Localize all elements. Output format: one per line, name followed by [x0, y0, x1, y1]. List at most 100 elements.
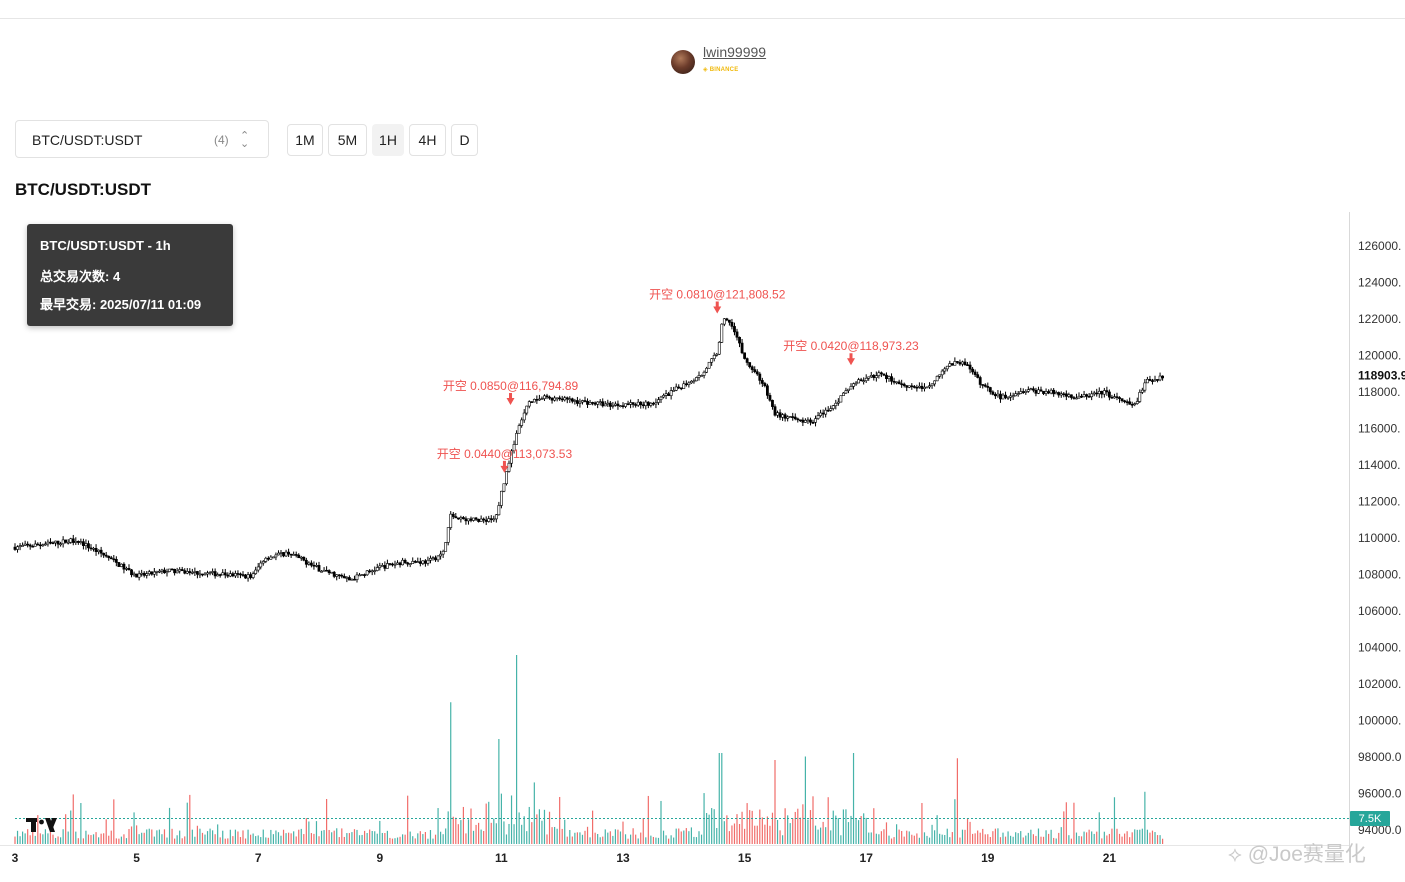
- volume-bar: [206, 831, 209, 844]
- candle-body: [87, 543, 90, 549]
- volume-bar: [153, 836, 155, 844]
- candle-body: [1143, 382, 1147, 391]
- volume-bar: [447, 811, 449, 844]
- volume-bar: [662, 830, 665, 844]
- candle-body: [948, 363, 952, 367]
- candle-body: [786, 416, 790, 419]
- candlestick-chart[interactable]: 开空 0.0440@113,073.53 开空 0.0850@116,794.89…: [0, 212, 1405, 882]
- candle-body: [320, 570, 323, 573]
- volume-bar: [809, 810, 812, 844]
- volume-bar: [343, 836, 345, 844]
- timeframe-button-5m[interactable]: 5M: [328, 124, 367, 156]
- timeframe-button-1m[interactable]: 1M: [287, 124, 323, 156]
- candle-body: [983, 384, 987, 387]
- candle-body: [1110, 396, 1114, 399]
- volume-bar: [896, 824, 898, 844]
- candle-body: [1130, 403, 1134, 406]
- volume-bar: [972, 833, 974, 844]
- candle-body: [1113, 396, 1116, 399]
- candle-body: [613, 403, 617, 406]
- timeframe-button-d[interactable]: D: [451, 124, 478, 156]
- candle-body: [373, 570, 377, 572]
- binance-logo-icon: ◈: [703, 67, 710, 73]
- volume-bar: [624, 834, 627, 844]
- candle-body: [46, 541, 50, 545]
- volume-bar: [326, 798, 328, 844]
- candle-body: [127, 568, 131, 571]
- volume-bar: [1073, 802, 1075, 844]
- volume-bar: [293, 831, 295, 844]
- volume-bar: [87, 834, 90, 844]
- candle-body: [99, 549, 103, 554]
- volume-bar: [70, 810, 72, 844]
- candle-body: [755, 371, 759, 375]
- candle-body: [1123, 400, 1127, 403]
- candle-body: [158, 570, 161, 573]
- volume-bar: [921, 803, 923, 844]
- candle-body: [170, 568, 174, 571]
- candle-body: [56, 540, 60, 545]
- tradingview-logo-icon[interactable]: [26, 816, 58, 834]
- volume-bar: [445, 828, 447, 844]
- candle-body: [1092, 392, 1096, 395]
- volume-bar: [842, 809, 844, 844]
- price-axis-tick-label: 116000.: [1358, 422, 1401, 436]
- candle-body: [841, 392, 845, 396]
- volume-badge-bg: [1350, 811, 1390, 826]
- timeframe-button-4h[interactable]: 4H: [409, 124, 446, 156]
- volume-bar: [467, 819, 470, 844]
- candle-body: [426, 559, 430, 564]
- trade-marker-label: 开空 0.0810@121,808.52: [649, 287, 786, 301]
- candle-body: [502, 483, 506, 492]
- volume-bar: [242, 830, 244, 844]
- candle-body: [365, 570, 369, 576]
- candle-body: [758, 373, 762, 381]
- volume-bar: [146, 829, 148, 844]
- candle-body: [467, 518, 470, 522]
- volume-bar: [928, 837, 931, 844]
- candle-body: [421, 560, 425, 564]
- time-axis-tick-label: 9: [376, 851, 383, 865]
- candle-body: [522, 412, 526, 421]
- volume-bar: [804, 756, 806, 844]
- username-link[interactable]: lwin99999: [703, 44, 767, 60]
- time-axis-tick-label: 17: [860, 851, 874, 865]
- volume-bar: [597, 833, 599, 844]
- volume-bar: [731, 825, 733, 844]
- candle-body: [1138, 391, 1142, 402]
- volume-bar: [665, 835, 667, 844]
- price-axis-tick-label: 118000.: [1358, 385, 1401, 399]
- candle-body: [347, 577, 351, 581]
- volume-bar: [374, 831, 376, 844]
- volume-bar: [295, 836, 297, 844]
- volume-bar: [103, 833, 105, 844]
- candle-body: [748, 362, 752, 368]
- candle-body: [950, 363, 954, 366]
- candle-body: [1001, 394, 1005, 400]
- volume-bar: [1096, 831, 1098, 844]
- timeframe-button-1h[interactable]: 1H: [372, 124, 404, 156]
- volume-bar: [1010, 835, 1012, 844]
- volume-bar: [158, 829, 160, 844]
- symbol-select[interactable]: BTC/USDT:USDT (4) ⌃ ⌄: [15, 120, 269, 158]
- volume-bar: [214, 834, 216, 844]
- volume-bar: [678, 828, 680, 844]
- volume-bar: [143, 832, 145, 844]
- candle-body: [829, 408, 833, 411]
- candle-body: [353, 578, 356, 581]
- candle-body: [844, 390, 848, 394]
- candle-body: [760, 380, 764, 384]
- candle-body: [403, 559, 407, 564]
- candle-body: [771, 399, 774, 407]
- candle-body: [312, 564, 316, 567]
- candle-body: [537, 398, 541, 401]
- volume-bar: [880, 831, 882, 844]
- candle-body: [370, 570, 374, 573]
- avatar[interactable]: [671, 50, 695, 74]
- volume-bar: [455, 817, 457, 844]
- candle-body: [692, 380, 696, 383]
- volume-bar: [148, 828, 150, 844]
- candle-body: [342, 576, 346, 579]
- candle-body: [76, 541, 80, 543]
- volume-bar: [369, 829, 371, 844]
